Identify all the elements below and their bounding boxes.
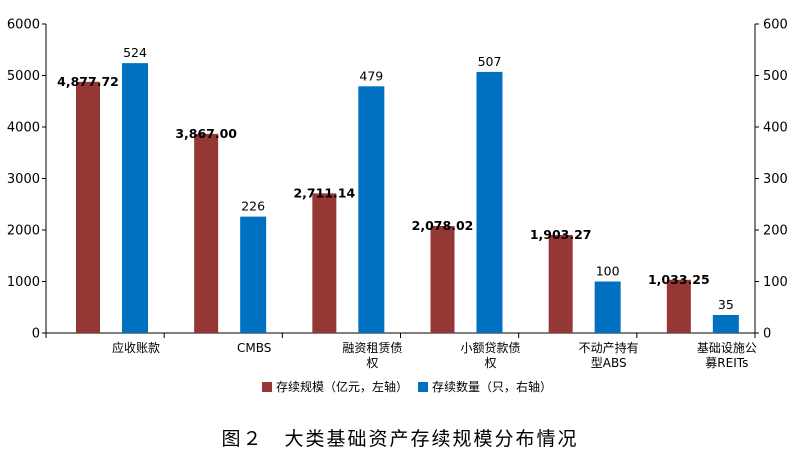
legend-swatch-count: [418, 381, 429, 392]
right-tick-label: 100: [763, 275, 788, 290]
category-label: 基础设施公: [697, 341, 757, 355]
data-label-count: 100: [596, 264, 620, 279]
data-label-scale: 2,711.14: [293, 185, 355, 200]
legend-item-scale: 存续规模（亿元，左轴）: [262, 378, 408, 395]
bar-count: [240, 216, 267, 333]
right-tick-label: 300: [763, 172, 788, 187]
figure-caption: 图２ 大类基础资产存续规模分布情况: [221, 428, 579, 450]
category-label: 不动产持有: [579, 340, 639, 355]
legend-swatch-scale: [262, 381, 272, 392]
bar-scale: [194, 133, 219, 333]
bar-count: [594, 281, 621, 333]
category-label: 小额贷款债: [460, 341, 520, 355]
left-tick-label: 3000: [7, 172, 40, 187]
bar-count: [712, 314, 739, 333]
chart-legend: 存续规模（亿元，左轴） 存续数量（只，右轴）: [262, 378, 562, 395]
left-tick-label: 2000: [7, 224, 40, 239]
bar-scale: [76, 81, 100, 333]
bar-scale: [548, 234, 573, 333]
category-label: 融资租赁债: [342, 341, 402, 355]
bar-count: [358, 86, 385, 333]
category-label: 型ABS: [591, 356, 627, 370]
bar-chart: 0 1000 2000 3000 4000 5000 6000 0 100 200 300 400 50…: [7, 18, 788, 371]
bar-scale: [312, 193, 337, 333]
right-tick-label: 600: [763, 18, 788, 33]
data-label-scale: 1,033.25: [648, 272, 710, 287]
legend-label-scale: 存续规模（亿元，左轴）: [276, 380, 409, 394]
left-tick-label: 1000: [7, 275, 40, 290]
legend-label-count: 存续数量（只，右轴）: [432, 380, 553, 394]
right-tick-label: 400: [763, 121, 788, 136]
data-label-scale: 1,903.27: [530, 227, 592, 242]
data-label-count: 524: [123, 45, 147, 60]
legend-item-count: 存续数量（只，右轴）: [418, 378, 552, 395]
data-label-count: 35: [718, 297, 734, 312]
right-tick-label: 500: [763, 69, 788, 84]
category-label: 权: [366, 356, 378, 370]
bar-scale: [666, 279, 691, 333]
left-tick-label: 4000: [7, 121, 40, 136]
bar-count: [476, 71, 503, 334]
category-label: 权: [484, 356, 496, 370]
data-label-scale: 3,867.00: [175, 126, 237, 141]
left-tick-label: 6000: [7, 18, 40, 33]
bar-count: [122, 63, 148, 333]
data-label-count: 479: [359, 68, 383, 83]
data-label-count: 507: [478, 54, 502, 69]
data-label-count: 226: [241, 199, 265, 214]
right-tick-label: 0: [763, 327, 771, 342]
category-label: CMBS: [237, 341, 271, 355]
right-tick-label: 200: [763, 224, 788, 239]
data-label-scale: 2,078.02: [412, 218, 474, 233]
category-label: 应收账款: [112, 340, 160, 355]
bar-scale: [430, 225, 455, 333]
data-label-scale: 4,877.72: [57, 74, 119, 89]
category-label: 募REITs: [705, 356, 748, 370]
left-tick-label: 5000: [7, 69, 40, 84]
left-tick-label: 0: [32, 327, 40, 342]
